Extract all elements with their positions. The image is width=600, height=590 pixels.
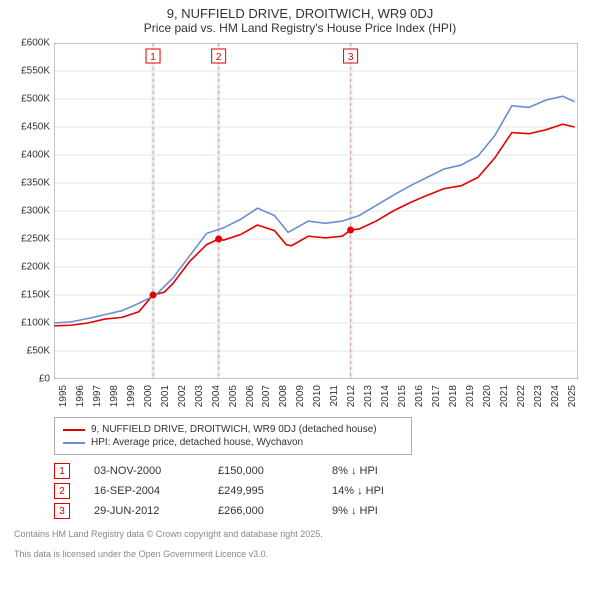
sales-table: 1 03-NOV-2000 £150,000 8% ↓ HPI 2 16-SEP-2004…: [54, 463, 590, 519]
x-tick-label: 1996: [75, 385, 86, 407]
sale-row: 2 16-SEP-2004 £249,995 14% ↓ HPI: [54, 483, 590, 499]
x-tick-label: 2008: [278, 385, 289, 407]
x-tick-label: 1997: [92, 385, 103, 407]
x-tick-label: 2006: [245, 385, 256, 407]
x-tick-label: 2001: [160, 385, 171, 407]
x-tick-label: 2003: [194, 385, 205, 407]
legend-swatch: [63, 442, 85, 444]
legend-label: 9, NUFFIELD DRIVE, DROITWICH, WR9 0DJ (d…: [91, 424, 377, 435]
sale-delta: 8% ↓ HPI: [332, 465, 378, 477]
sale-row: 1 03-NOV-2000 £150,000 8% ↓ HPI: [54, 463, 590, 479]
y-tick-label: £600K: [21, 38, 50, 49]
x-tick-label: 2017: [431, 385, 442, 407]
chart-subtitle: Price paid vs. HM Land Registry's House …: [0, 21, 600, 39]
y-tick-label: £150K: [21, 290, 50, 301]
x-tick-label: 1998: [109, 385, 120, 407]
y-tick-label: £300K: [21, 206, 50, 217]
chart-title: 9, NUFFIELD DRIVE, DROITWICH, WR9 0DJ: [0, 0, 600, 21]
sale-date: 29-JUN-2012: [94, 505, 194, 517]
footer-copyright: Contains HM Land Registry data © Crown c…: [14, 529, 590, 539]
sale-marker: 1: [54, 463, 70, 479]
x-tick-label: 2020: [482, 385, 493, 407]
y-tick-label: £0: [39, 374, 50, 385]
y-tick-label: £50K: [27, 346, 50, 357]
legend-label: HPI: Average price, detached house, Wych…: [91, 437, 303, 448]
sale-marker: 3: [54, 503, 70, 519]
legend-swatch: [63, 429, 85, 431]
x-tick-label: 1995: [58, 385, 69, 407]
svg-text:3: 3: [348, 52, 354, 63]
sale-delta: 9% ↓ HPI: [332, 505, 378, 517]
y-tick-label: £450K: [21, 122, 50, 133]
sale-delta: 14% ↓ HPI: [332, 485, 384, 497]
sale-price: £266,000: [218, 505, 308, 517]
x-tick-label: 2013: [363, 385, 374, 407]
x-tick-label: 2011: [329, 385, 340, 407]
sale-marker: 2: [54, 483, 70, 499]
legend-item: 9, NUFFIELD DRIVE, DROITWICH, WR9 0DJ (d…: [63, 424, 403, 435]
sale-price: £249,995: [218, 485, 308, 497]
y-tick-label: £250K: [21, 234, 50, 245]
svg-text:1: 1: [150, 52, 156, 63]
line-chart: 1 2 3: [54, 43, 578, 379]
sale-date: 03-NOV-2000: [94, 465, 194, 477]
sale-date: 16-SEP-2004: [94, 485, 194, 497]
x-tick-label: 2004: [211, 385, 222, 407]
x-tick-label: 2021: [499, 385, 510, 407]
y-tick-label: £400K: [21, 150, 50, 161]
y-tick-label: £550K: [21, 66, 50, 77]
x-tick-label: 2023: [533, 385, 544, 407]
x-tick-label: 2016: [414, 385, 425, 407]
y-tick-label: £200K: [21, 262, 50, 273]
y-tick-label: £500K: [21, 94, 50, 105]
x-tick-label: 2010: [312, 385, 323, 407]
legend: 9, NUFFIELD DRIVE, DROITWICH, WR9 0DJ (d…: [54, 417, 412, 455]
x-tick-label: 2018: [448, 385, 459, 407]
svg-text:2: 2: [216, 52, 222, 63]
x-tick-label: 2012: [346, 385, 357, 407]
x-tick-label: 2002: [177, 385, 188, 407]
x-tick-label: 2009: [295, 385, 306, 407]
sale-row: 3 29-JUN-2012 £266,000 9% ↓ HPI: [54, 503, 590, 519]
x-tick-label: 2024: [550, 385, 561, 407]
x-tick-label: 2007: [261, 385, 272, 407]
x-tick-label: 2005: [228, 385, 239, 407]
y-tick-label: £350K: [21, 178, 50, 189]
footer-licence: This data is licensed under the Open Gov…: [14, 549, 590, 559]
y-tick-label: £100K: [21, 318, 50, 329]
sale-price: £150,000: [218, 465, 308, 477]
x-tick-label: 2000: [143, 385, 154, 407]
x-tick-label: 2025: [567, 385, 578, 407]
legend-item: HPI: Average price, detached house, Wych…: [63, 437, 403, 448]
x-tick-label: 2019: [465, 385, 476, 407]
x-tick-label: 2015: [397, 385, 408, 407]
x-tick-label: 2022: [516, 385, 527, 407]
x-tick-label: 2014: [380, 385, 391, 407]
chart-area: 1 2 3 £0 £50K £100K £150K £200K £250K £300K £350K…: [10, 39, 590, 409]
x-tick-label: 1999: [126, 385, 137, 407]
